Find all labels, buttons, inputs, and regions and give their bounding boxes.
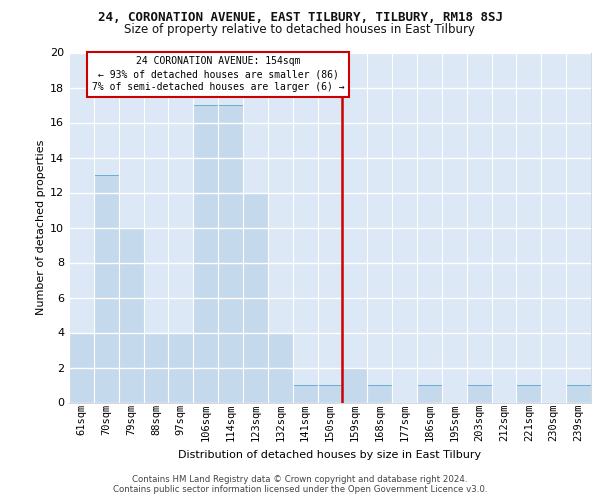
Bar [243,192,268,402]
Text: 24, CORONATION AVENUE, EAST TILBURY, TILBURY, RM18 8SJ: 24, CORONATION AVENUE, EAST TILBURY, TIL… [97,11,503,24]
Text: 24 CORONATION AVENUE: 154sqm
← 93% of detached houses are smaller (86)
7% of sem: 24 CORONATION AVENUE: 154sqm ← 93% of de… [92,56,344,92]
Y-axis label: Number of detached properties: Number of detached properties [36,140,46,315]
Bar [367,385,392,402]
Bar [566,385,591,402]
Text: Size of property relative to detached houses in East Tilbury: Size of property relative to detached ho… [125,24,476,36]
Bar [94,175,119,402]
X-axis label: Distribution of detached houses by size in East Tilbury: Distribution of detached houses by size … [178,450,482,460]
Bar [467,385,491,402]
Bar [293,385,317,402]
Bar [417,385,442,402]
Bar [343,368,367,402]
Bar [218,105,243,403]
Bar [268,332,293,402]
Bar [119,228,143,402]
Text: Contains public sector information licensed under the Open Government Licence v3: Contains public sector information licen… [113,485,487,494]
Bar [193,105,218,403]
Bar [317,385,343,402]
Bar [169,332,193,402]
Bar [143,332,169,402]
Bar [69,332,94,402]
Text: Contains HM Land Registry data © Crown copyright and database right 2024.: Contains HM Land Registry data © Crown c… [132,475,468,484]
Bar [517,385,541,402]
